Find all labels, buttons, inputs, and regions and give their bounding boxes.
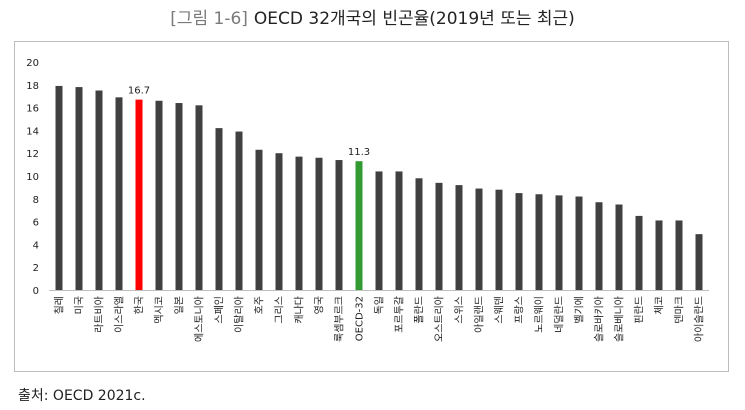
data-label: 16.7	[128, 86, 150, 97]
y-tick-label: 2	[33, 263, 39, 274]
y-tick-label: 6	[33, 218, 39, 229]
bar-16	[355, 161, 363, 290]
figure-title: [그림 1-6] OECD 32개국의 빈곤율(2019년 또는 최근)	[0, 4, 745, 29]
x-tick-label: 칠레	[54, 296, 66, 314]
x-tick-label: 한국	[134, 296, 146, 314]
x-tick-label: 캐나다	[294, 296, 306, 324]
x-tick-label: 아일랜드	[474, 296, 486, 333]
bar-20	[435, 182, 443, 290]
x-tick-label: 오스트리아	[434, 296, 446, 342]
x-tick-label: 핀란드	[634, 296, 646, 324]
data-label: 11.3	[348, 147, 370, 158]
x-tick-label: 체코	[654, 296, 666, 314]
bar-10	[235, 131, 243, 290]
y-tick-label: 14	[26, 126, 39, 137]
bar-6	[155, 100, 163, 290]
x-tick-label: 미국	[74, 296, 86, 314]
bar-22	[475, 188, 483, 290]
source-note: 출처: OECD 2021c.	[18, 388, 146, 404]
x-tick-label: 이스라엘	[113, 296, 126, 333]
y-tick-label: 0	[33, 286, 39, 297]
y-tick-label: 20	[26, 58, 39, 69]
bar-31	[655, 220, 663, 290]
bar-29	[615, 204, 623, 290]
x-tick-label: 룩셈부르크	[334, 296, 346, 342]
bar-7	[175, 103, 183, 290]
x-tick-label: 벨기에	[574, 296, 586, 324]
bar-12	[275, 153, 283, 290]
bar-21	[455, 185, 463, 290]
x-tick-label: 스위스	[453, 296, 466, 324]
x-tick-label: 네덜란드	[554, 296, 566, 333]
x-tick-label: 라트비아	[94, 296, 106, 333]
figure-title-text: OECD 32개국의 빈곤율(2019년 또는 최근)	[253, 9, 575, 29]
bar-13	[295, 156, 303, 290]
bar-30	[635, 215, 643, 290]
bar-2	[75, 87, 83, 290]
x-tick-label: 아이슬란드	[694, 296, 706, 342]
x-tick-label: 멕시코	[154, 296, 166, 324]
x-tick-label: 영국	[314, 296, 326, 314]
bar-9	[215, 128, 223, 290]
bar-28	[595, 202, 603, 290]
bar-15	[335, 160, 343, 290]
x-tick-label: 포르투갈	[393, 296, 406, 333]
x-tick-label: 에스토니아	[194, 296, 206, 342]
bar-11	[255, 149, 263, 290]
y-tick-label: 12	[26, 149, 39, 160]
y-tick-label: 4	[33, 240, 39, 251]
x-tick-label: 폴란드	[414, 296, 426, 324]
bar-26	[555, 195, 563, 290]
bar-24	[515, 193, 523, 290]
y-tick-label: 16	[26, 104, 39, 115]
x-tick-label: 스페인	[214, 296, 226, 324]
bar-3	[95, 90, 103, 290]
x-tick-label: 일본	[174, 296, 186, 314]
x-tick-label: 이탈리아	[233, 296, 246, 333]
bar-1	[55, 85, 63, 290]
y-tick-label: 10	[26, 172, 39, 183]
figure-number: [그림 1-6]	[170, 9, 248, 29]
x-tick-label: 호주	[254, 296, 266, 314]
bar-17	[375, 171, 383, 290]
bar-4	[115, 97, 123, 290]
bar-18	[395, 171, 403, 290]
x-tick-label: 노르웨이	[534, 296, 546, 333]
x-tick-label: 덴마크	[674, 296, 686, 324]
bar-27	[575, 196, 583, 290]
x-tick-label: OECD-32	[355, 296, 366, 341]
bar-19	[415, 178, 423, 290]
bar-23	[495, 189, 503, 290]
bar-33	[695, 234, 703, 290]
chart-frame: 0 2 4 6 8 10 12 14 16 18 20 칠레 미국 라트비아 이스라엘 한국 멕시코 일본 에스토니…	[14, 41, 729, 372]
bar-8	[195, 105, 203, 290]
y-tick-label: 8	[33, 195, 39, 206]
bar-chart: 0 2 4 6 8 10 12 14 16 18 20 칠레 미국 라트비아 이스라엘 한국 멕시코 일본 에스토니…	[26, 58, 709, 342]
x-tick-label: 프랑스	[514, 296, 526, 324]
x-tick-label: 슬로바키아	[594, 296, 606, 342]
bar-32	[675, 220, 683, 290]
x-tick-label: 독일	[374, 296, 386, 314]
bar-14	[315, 157, 323, 290]
x-tick-label: 그리스	[274, 296, 286, 324]
x-tick-label: 슬로베니아	[614, 296, 626, 342]
bar-25	[535, 194, 543, 290]
x-tick-label: 스웨덴	[494, 296, 506, 324]
y-tick-label: 18	[26, 81, 39, 92]
bar-5	[135, 99, 143, 290]
